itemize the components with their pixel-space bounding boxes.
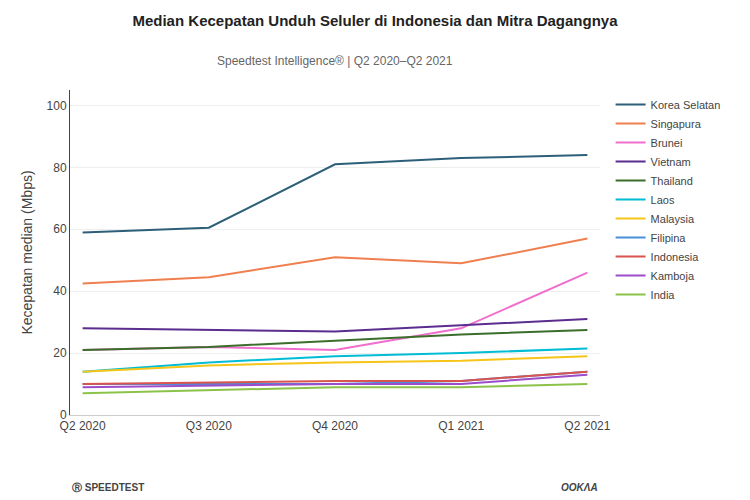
svg-text:Ⓡ SPEEDTEST: Ⓡ SPEEDTEST [72,482,144,493]
svg-text:Singapura: Singapura [651,118,702,130]
svg-text:40: 40 [53,284,67,298]
svg-text:Q4 2020: Q4 2020 [312,419,358,433]
svg-text:60: 60 [53,222,67,236]
svg-text:Q3 2020: Q3 2020 [186,419,232,433]
svg-text:0: 0 [60,408,67,422]
svg-text:Q2 2021: Q2 2021 [564,419,610,433]
svg-text:India: India [651,289,676,301]
svg-text:Vietnam: Vietnam [651,156,691,168]
svg-text:Indonesia: Indonesia [651,251,700,263]
svg-text:Q1 2021: Q1 2021 [438,419,484,433]
svg-text:OOKΛA: OOKΛA [561,482,598,493]
svg-text:Kecepatan median (Mbps): Kecepatan median (Mbps) [19,170,35,334]
svg-text:20: 20 [53,346,67,360]
svg-text:Laos: Laos [651,194,675,206]
svg-text:Brunei: Brunei [651,137,683,149]
svg-text:Median Kecepatan Unduh Seluler: Median Kecepatan Unduh Seluler di Indone… [132,12,618,29]
svg-text:Filipina: Filipina [651,232,687,244]
svg-text:80: 80 [53,161,67,175]
svg-text:Korea Selatan: Korea Selatan [651,99,721,111]
svg-text:Q2 2020: Q2 2020 [60,419,106,433]
svg-text:100: 100 [47,99,67,113]
svg-text:Kamboja: Kamboja [651,270,695,282]
svg-text:Speedtest Intelligence® | Q2 2: Speedtest Intelligence® | Q2 2020–Q2 202… [217,54,453,68]
svg-text:Thailand: Thailand [651,175,693,187]
svg-text:Malaysia: Malaysia [651,213,695,225]
